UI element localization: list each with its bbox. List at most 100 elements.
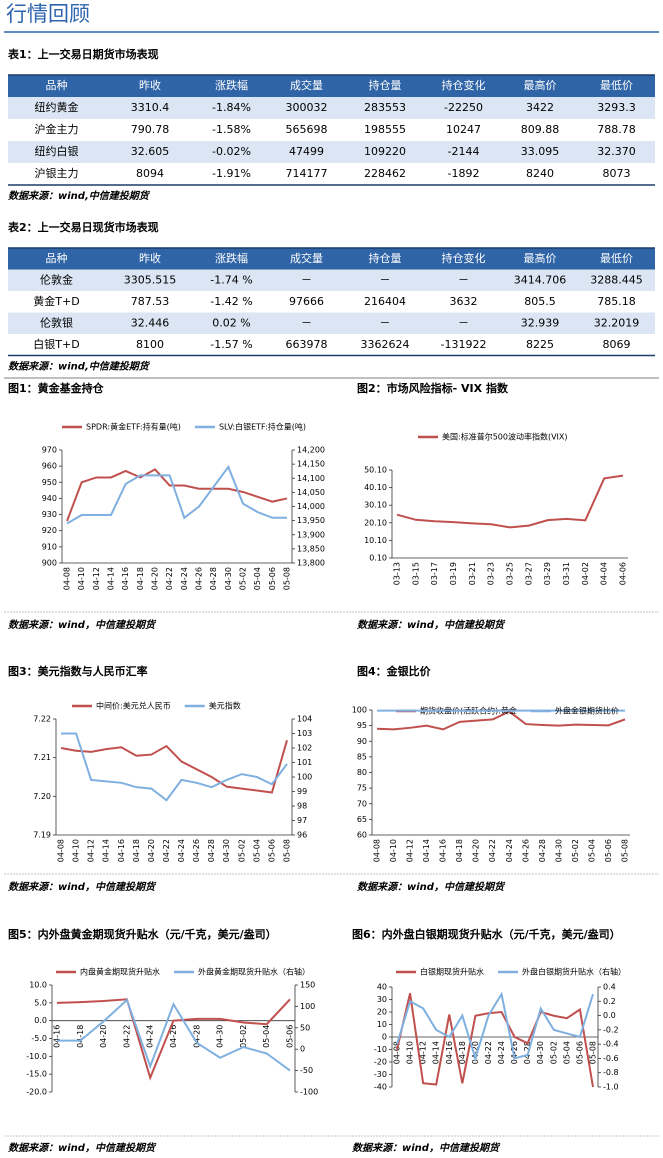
table-header-cell: 涨跌幅	[215, 78, 248, 92]
x-tick-label: 04-22	[122, 1025, 131, 1048]
series-line	[56, 998, 291, 1081]
table-cell: 3288.445	[590, 273, 643, 286]
x-tick-label: 05-04	[262, 1025, 271, 1048]
x-tick-label: 04-30	[536, 1041, 545, 1064]
x-tick-label: 04-22	[165, 567, 174, 590]
y-tick-label: 10	[377, 1020, 387, 1029]
y-tick-label: 970	[42, 446, 57, 455]
y-tick-label: -10	[374, 1045, 387, 1054]
table-cell: 32.939	[521, 316, 560, 329]
x-tick-label: 04-12	[419, 1041, 428, 1064]
x-tick-label: 05-08	[589, 1041, 598, 1064]
table-cell: －	[301, 316, 312, 329]
x-tick-label: 04-26	[192, 839, 201, 862]
x-tick-label: 04-14	[432, 1041, 441, 1064]
x-tick-label: 04-10	[389, 839, 398, 862]
table-header-cell: 最低价	[600, 252, 633, 265]
y-tick-label: 40	[377, 983, 387, 992]
x-tick-label: 04-20	[151, 567, 160, 590]
legend-label: 外盘白银期货升贴水（右轴）	[522, 967, 626, 977]
table-cell: 伦敦银	[40, 315, 73, 329]
table-cell: －	[458, 273, 469, 286]
x-tick-label: 04-16	[117, 839, 126, 862]
y2-tick-label: 100	[297, 773, 312, 782]
legend-label: SPDR:黄金ETF:持有量(吨)	[86, 422, 181, 432]
chart-source: 数据来源：wind，中信建投期货	[8, 619, 157, 631]
table-header-cell: 持仓量	[369, 78, 402, 92]
table-cell: 788.78	[597, 123, 636, 136]
x-tick-label: 04-14	[107, 567, 116, 590]
table-cell: -1892	[448, 167, 480, 180]
x-tick-label: 04-16	[439, 839, 448, 862]
y-tick-label: -30	[374, 1070, 387, 1079]
y2-tick-label: 14,150	[297, 460, 325, 469]
table-cell: 300032	[286, 101, 328, 114]
x-tick-label: 04-20	[147, 839, 156, 862]
table-cell: -1.74 %	[210, 273, 252, 286]
chart-title: 图6：内外盘白银期现货升贴水（元/千克，美元/盎司）	[352, 927, 621, 941]
y-tick-label: 0.0	[34, 1016, 47, 1025]
table-header	[8, 75, 655, 97]
x-tick-label: 04-24	[505, 839, 514, 862]
y2-tick-label: 50	[300, 1023, 310, 1032]
table-source: 数据来源：wind,中信建投期货	[8, 190, 151, 202]
y2-tick-label: 13,950	[297, 516, 325, 525]
table-cell: 3310.4	[131, 101, 170, 114]
x-tick-label: 04-16	[121, 567, 130, 590]
table-cell: 714177	[286, 167, 328, 180]
y2-tick-label: 97	[297, 816, 307, 825]
table-row	[8, 141, 655, 163]
y2-tick-label: -0.2	[603, 1025, 619, 1034]
table-header-cell: 成交量	[290, 251, 323, 265]
y2-tick-label: 14,000	[297, 502, 325, 511]
y-tick-label: 30	[377, 995, 387, 1004]
y-tick-label: -10.0	[26, 1052, 47, 1061]
y2-tick-label: 14,050	[297, 488, 325, 497]
y-tick-label: -20.0	[26, 1088, 47, 1097]
y-tick-label: 950	[42, 478, 57, 487]
table-cell: 8225	[526, 338, 554, 351]
x-tick-label: 05-04	[562, 1041, 571, 1064]
table-cell: 10247	[446, 123, 481, 136]
x-tick-label: 04-24	[146, 1025, 155, 1048]
table-header-cell: 品种	[46, 251, 68, 265]
y-tick-label: 95	[357, 721, 367, 730]
x-tick-label: 04-12	[92, 567, 101, 590]
table-cell: 3362624	[361, 338, 410, 351]
x-tick-label: 05-06	[575, 1041, 584, 1064]
x-tick-label: 04-28	[207, 839, 216, 862]
table-cell: －	[380, 316, 391, 329]
table-cell: 沪银主力	[35, 166, 79, 180]
table-cell: 3305.515	[124, 273, 177, 286]
x-tick-label: 04-12	[406, 839, 415, 862]
legend-label: 美国:标准普尔500波动率指数(VIX)	[442, 432, 568, 442]
legend-label: 外盘黄金期现货升贴水（右轴）	[198, 967, 310, 977]
table-cell: 97666	[289, 295, 324, 308]
y-tick-label: 70	[357, 799, 367, 808]
x-tick-label: 04-26	[510, 1041, 519, 1064]
x-tick-label: 04-10	[77, 567, 86, 590]
x-tick-label: 04-04	[600, 562, 609, 585]
x-tick-label: 03-19	[449, 562, 458, 585]
x-tick-label: 04-22	[488, 839, 497, 862]
x-tick-label: 04-28	[209, 567, 218, 590]
legend-label: 白银期现货升贴水	[420, 967, 484, 977]
page-title: 行情回顾	[6, 2, 90, 26]
x-tick-label: 05-02	[571, 839, 580, 862]
y-tick-label: 100	[352, 706, 367, 715]
y2-tick-label: 102	[297, 744, 312, 753]
legend-label: 中间价:美元兑人民币	[96, 701, 171, 711]
y-tick-label: 900	[42, 559, 57, 568]
x-tick-label: 04-30	[216, 1025, 225, 1048]
table-cell: 32.2019	[594, 316, 640, 329]
y2-tick-label: -0.6	[603, 1054, 619, 1063]
y-tick-label: 90	[357, 737, 367, 746]
x-tick-label: 05-04	[253, 567, 262, 590]
x-tick-label: 04-18	[132, 839, 141, 862]
table-cell: －	[380, 273, 391, 286]
x-tick-label: 04-18	[76, 1025, 85, 1048]
y-tick-label: 920	[42, 526, 57, 535]
y2-tick-label: 0.0	[603, 1011, 616, 1020]
table-cell: 3414.706	[514, 273, 567, 286]
